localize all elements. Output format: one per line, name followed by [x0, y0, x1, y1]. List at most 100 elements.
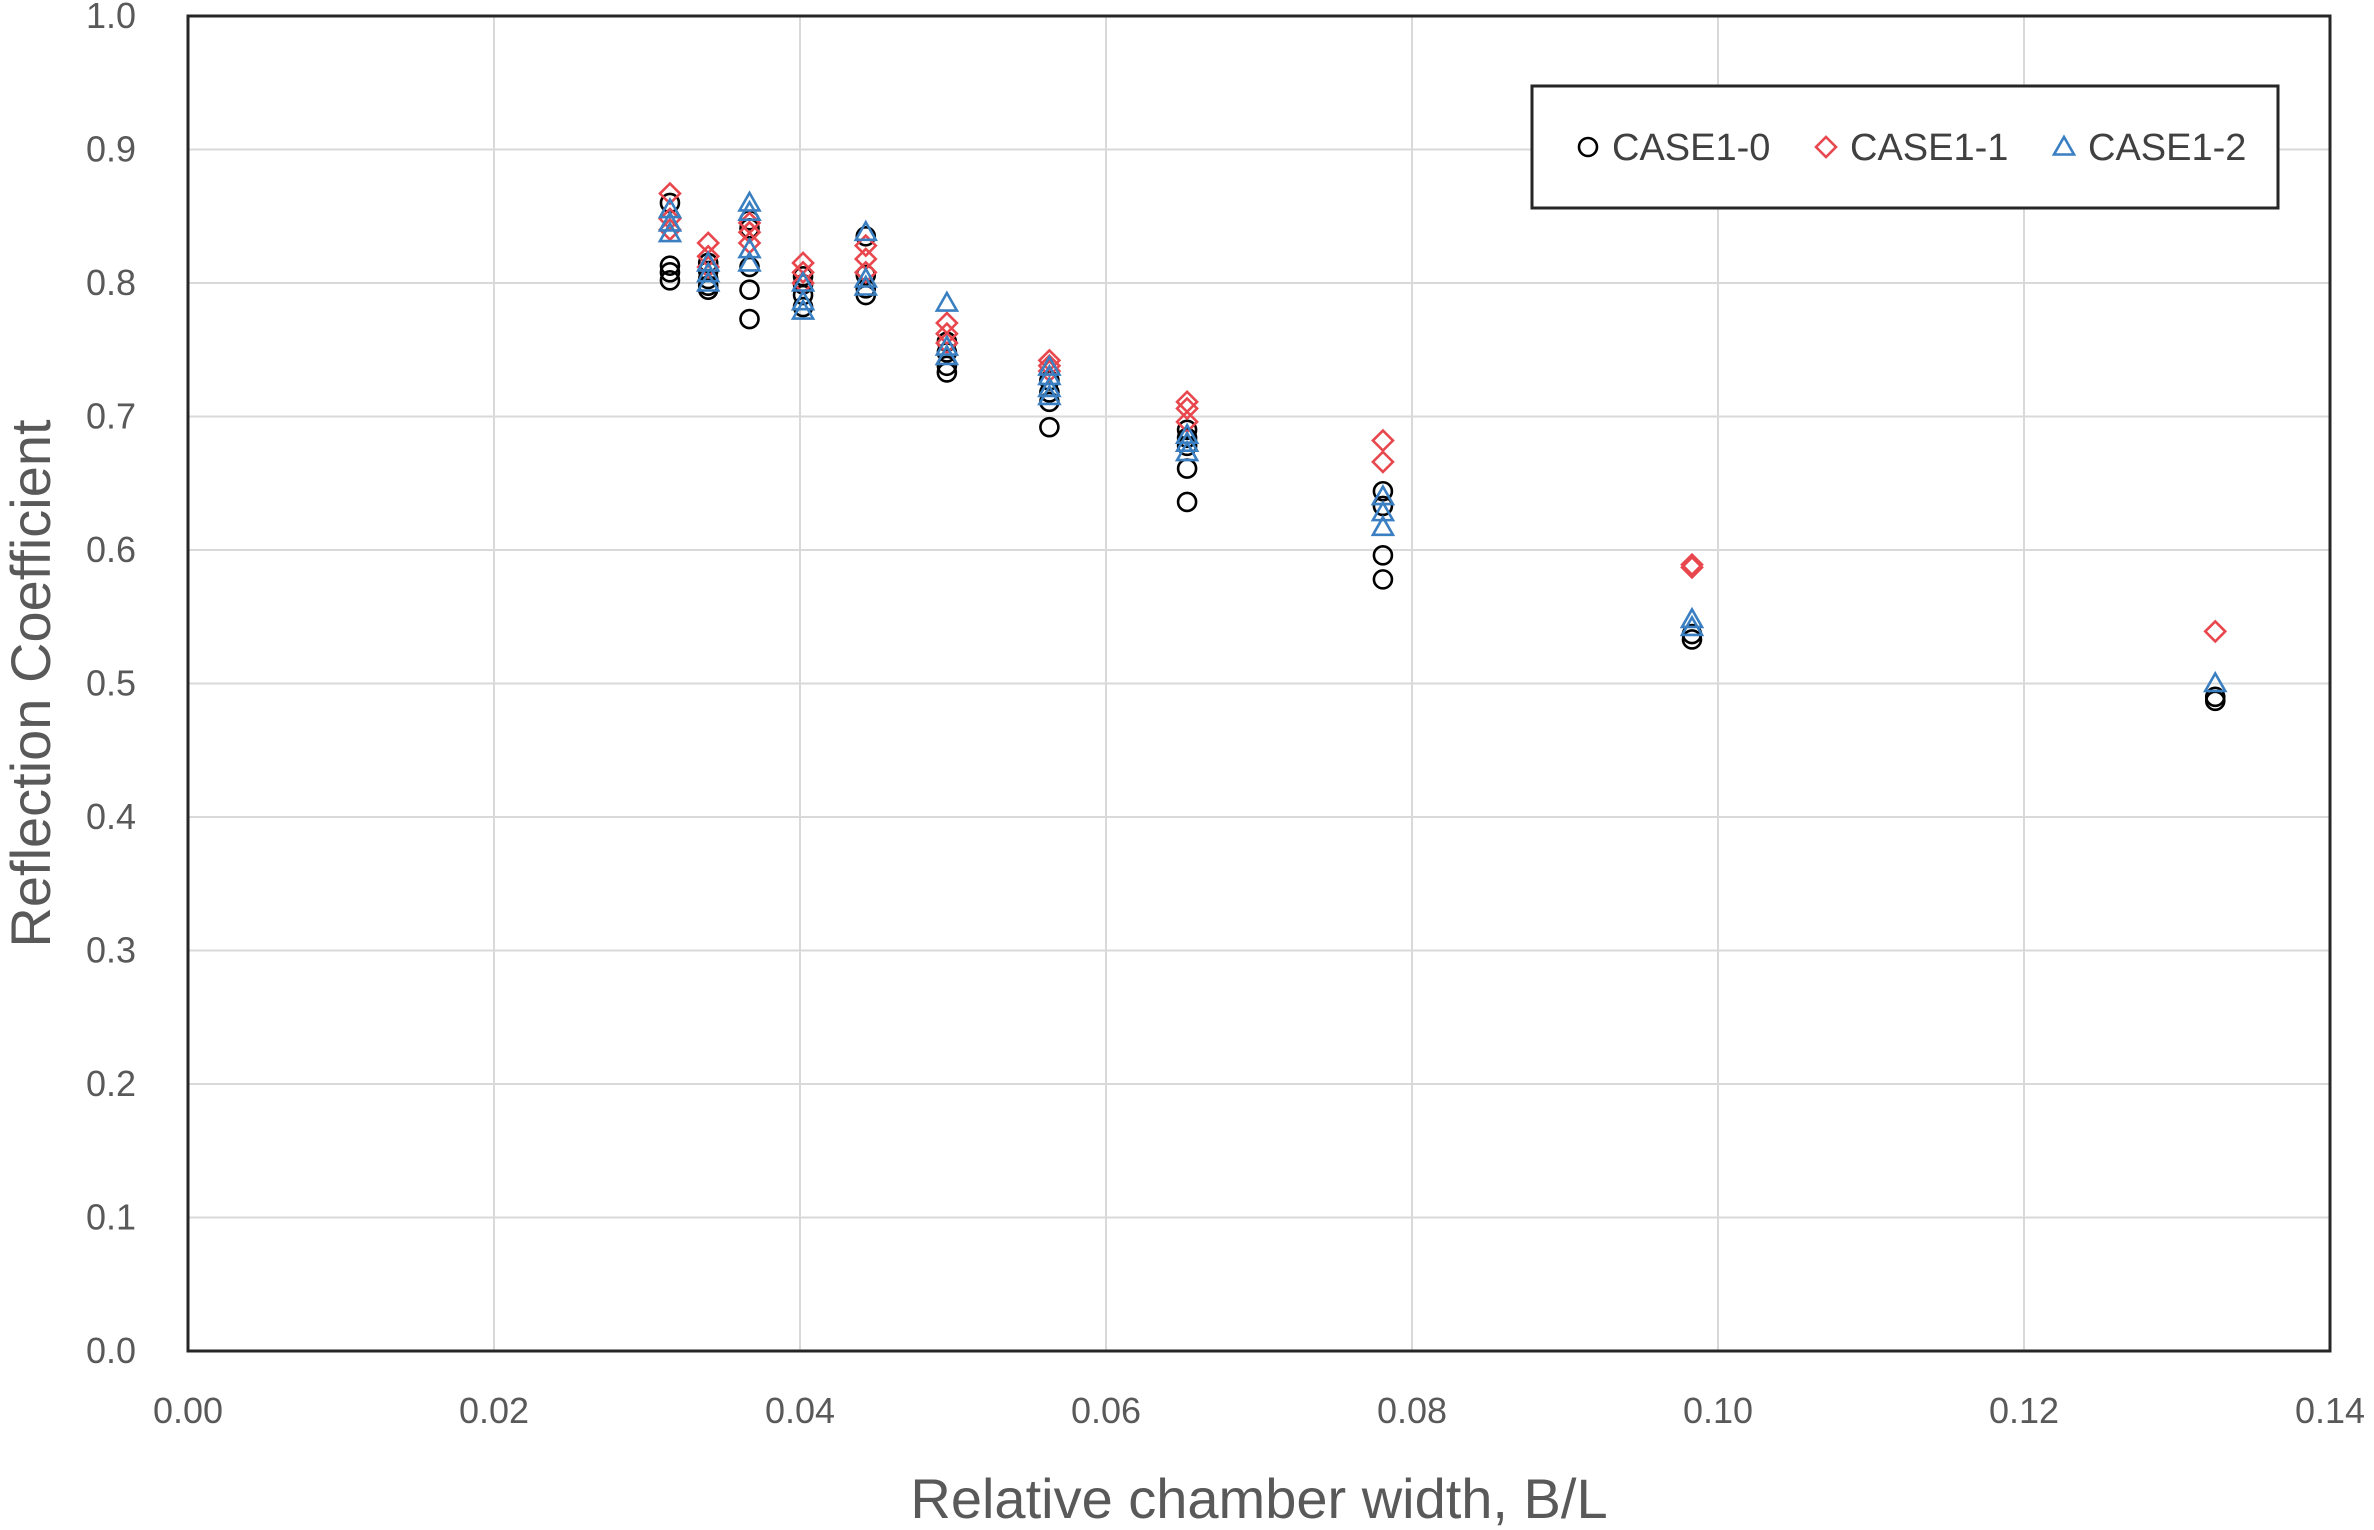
y-tick-label: 0.6	[86, 529, 136, 570]
data-point	[1370, 514, 1396, 537]
data-point	[1679, 606, 1705, 629]
data-point	[2203, 670, 2228, 693]
plot-area-frame	[186, 14, 2332, 1353]
data-point	[853, 266, 879, 288]
data-point	[695, 261, 721, 283]
data-point	[2204, 690, 2226, 712]
data-point	[696, 244, 721, 269]
legend-label: CASE1-2	[2088, 127, 2246, 169]
data-point	[1037, 348, 1062, 373]
y-axis-title: Reflection Coefficient	[0, 419, 62, 948]
data-point	[1679, 614, 1705, 637]
y-tick-label: 1.0	[86, 0, 136, 36]
data-point	[1037, 375, 1062, 398]
data-point	[657, 220, 683, 243]
series-case1-0	[659, 192, 2226, 712]
data-point	[790, 298, 816, 320]
data-points	[657, 181, 2228, 712]
gridlines	[188, 15, 2331, 1351]
data-point	[1176, 419, 1198, 441]
data-point	[737, 250, 762, 272]
data-point	[935, 331, 959, 355]
data-point	[934, 290, 960, 312]
data-point	[1372, 569, 1394, 590]
data-point	[1371, 428, 1395, 453]
data-point	[1371, 450, 1395, 474]
x-tick-label: 0.10	[1683, 1390, 1753, 1431]
data-point	[853, 260, 878, 285]
data-point	[1174, 430, 1200, 453]
data-point	[1037, 354, 1062, 376]
data-point	[659, 270, 681, 291]
data-point	[739, 279, 760, 300]
legend-item-case1-0: CASE1-0	[1577, 127, 1770, 169]
data-point	[936, 355, 958, 377]
data-point	[1680, 552, 1704, 577]
data-point	[739, 256, 760, 278]
data-point	[934, 343, 960, 366]
series-case1-1	[658, 181, 2228, 644]
y-tick-label: 0.4	[86, 796, 136, 837]
data-point	[657, 210, 683, 232]
x-tick-label: 0.06	[1071, 1390, 1141, 1431]
x-tick-label: 0.04	[765, 1390, 835, 1431]
legend-box	[1530, 84, 2280, 210]
data-point	[695, 270, 721, 292]
x-tick-label: 0.02	[459, 1390, 529, 1431]
x-tick-label: 0.14	[2295, 1390, 2365, 1431]
legend: CASE1-0 CASE1-1 CASE1-2	[1530, 84, 2280, 210]
data-point	[791, 260, 815, 285]
data-point	[737, 199, 762, 222]
data-point	[659, 262, 681, 283]
data-point	[853, 274, 879, 296]
x-axis-title: Relative chamber width, B/L	[910, 1467, 1607, 1530]
data-point	[934, 334, 960, 356]
y-tick-label: 0.3	[86, 930, 136, 971]
legend-marker	[2051, 134, 2077, 156]
data-point	[739, 308, 760, 330]
data-point	[853, 219, 879, 242]
data-point	[1175, 389, 1199, 414]
y-tick-label: 0.0	[86, 1330, 136, 1371]
x-tick-label: 0.12	[1989, 1390, 2059, 1431]
data-point	[659, 255, 681, 276]
data-point	[1176, 491, 1198, 513]
data-point	[696, 231, 721, 255]
data-point	[1039, 416, 1060, 438]
data-point	[1176, 435, 1198, 457]
data-point	[737, 190, 762, 212]
tick-labels: 0.00 0.02 0.04 0.06 0.08 0.10 0.12 0.14 0.0 0.1 0.…	[86, 0, 2365, 1431]
data-point	[853, 233, 878, 258]
data-point	[657, 196, 683, 219]
data-point	[1680, 555, 1704, 580]
legend-label: CASE1-0	[1612, 127, 1770, 169]
data-point	[1176, 458, 1198, 479]
data-point	[790, 289, 816, 311]
data-point	[1174, 439, 1200, 462]
y-tick-label: 0.7	[86, 396, 136, 437]
data-point	[1372, 545, 1394, 566]
data-point	[935, 321, 959, 346]
data-point	[658, 181, 682, 206]
data-point	[658, 207, 682, 231]
x-tick-label: 0.08	[1377, 1390, 1447, 1431]
data-point	[1681, 629, 1703, 650]
x-tick-label: 0.00	[153, 1390, 223, 1431]
y-tick-label: 0.1	[86, 1197, 136, 1238]
legend-marker	[1577, 136, 1599, 158]
data-point	[1037, 383, 1062, 406]
y-tick-label: 0.2	[86, 1063, 136, 1104]
data-point	[1175, 396, 1199, 421]
data-point	[1176, 427, 1198, 449]
data-point	[792, 284, 814, 306]
legend-marker	[1814, 135, 1838, 159]
legend-item-case1-1: CASE1-1	[1814, 127, 2008, 169]
data-point	[737, 220, 762, 245]
series-case1-2	[657, 190, 2228, 693]
data-point	[2203, 619, 2228, 644]
y-tick-label: 0.8	[86, 262, 136, 303]
y-tick-label: 0.5	[86, 663, 136, 704]
data-point	[1370, 499, 1396, 522]
legend-label: CASE1-1	[1850, 127, 2008, 169]
